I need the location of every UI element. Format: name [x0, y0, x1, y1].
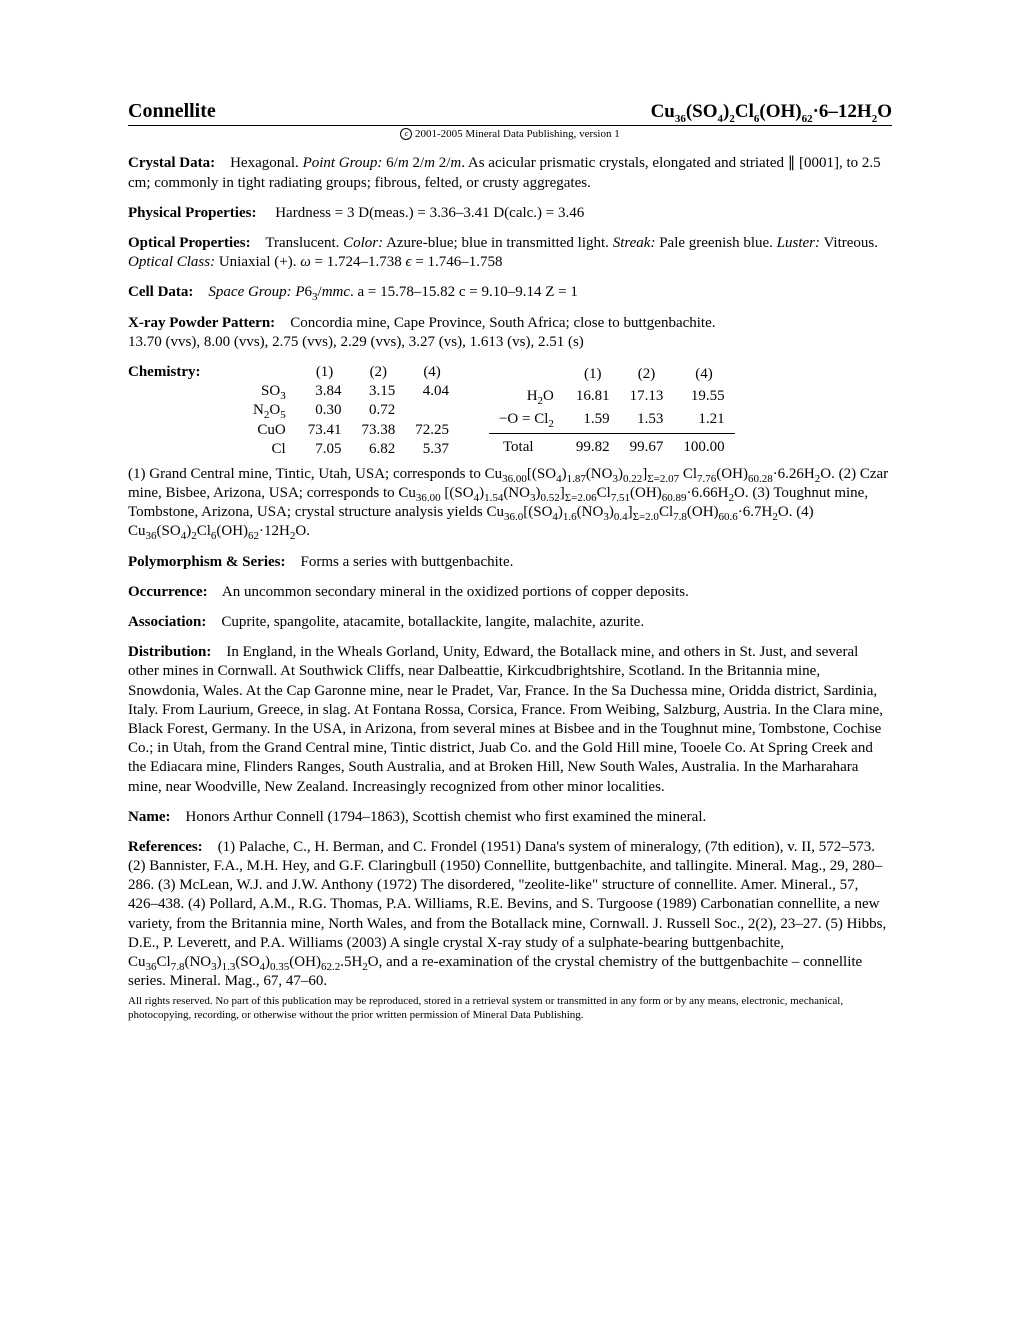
section-text: Space Group: P63/mmc. a = 15.78–15.82 c …: [208, 284, 577, 300]
section-text: Hardness = 3 D(meas.) = 3.36–3.41 D(calc…: [275, 205, 584, 221]
section-label: References:: [128, 839, 203, 855]
section-label: Occurrence:: [128, 584, 208, 600]
section-label: Distribution:: [128, 644, 211, 660]
mineral-formula: Cu36(SO4)2Cl6(OH)62·6–12H2O: [651, 101, 892, 123]
physical-properties-section: Physical Properties: Hardness = 3 D(meas…: [128, 204, 892, 223]
chemistry-tables: (1) (2) (4) SO3 3.84 3.15 4.04 N2O5 0.30…: [243, 363, 735, 459]
section-label: Chemistry:: [128, 363, 243, 382]
section-text: Cuprite, spangolite, atacamite, botallac…: [221, 614, 644, 630]
section-label: Name:: [128, 809, 170, 825]
references-section: References: (1) Palache, C., H. Berman, …: [128, 838, 892, 992]
footer-rights: All rights reserved. No part of this pub…: [128, 995, 892, 1023]
copyright-icon: c: [400, 128, 412, 140]
chemistry-table-left: (1) (2) (4) SO3 3.84 3.15 4.04 N2O5 0.30…: [243, 363, 459, 459]
table-row: Cl 7.05 6.82 5.37: [243, 440, 459, 459]
table-row: −O = Cl2 1.59 1.53 1.21: [489, 408, 735, 433]
section-label: Optical Properties:: [128, 235, 251, 251]
section-label: Crystal Data:: [128, 155, 215, 171]
section-text: An uncommon secondary mineral in the oxi…: [222, 584, 689, 600]
table-row: CuO 73.41 73.38 72.25: [243, 421, 459, 440]
mineral-datasheet: Connellite Cu36(SO4)2Cl6(OH)62·6–12H2O c…: [0, 0, 1020, 1063]
table-row: N2O5 0.30 0.72: [243, 401, 459, 420]
section-text: Forms a series with buttgenbachite.: [300, 554, 513, 570]
optical-line2: Optical Class: Uniaxial (+). ω = 1.724–1…: [128, 254, 503, 270]
chemistry-section: Chemistry: (1) (2) (4) SO3 3.84 3.15 4.0…: [128, 363, 892, 542]
xray-locality: Concordia mine, Cape Province, South Afr…: [290, 315, 715, 331]
section-text: In England, in the Wheals Gorland, Unity…: [128, 644, 883, 794]
crystal-data-section: Crystal Data: Hexagonal. Point Group: 6/…: [128, 154, 892, 192]
section-text: (1) Palache, C., H. Berman, and C. Frond…: [128, 839, 886, 989]
section-text: Honors Arthur Connell (1794–1863), Scott…: [185, 809, 706, 825]
chemistry-notes: (1) Grand Central mine, Tintic, Utah, US…: [128, 465, 892, 542]
section-label: X-ray Powder Pattern:: [128, 315, 275, 331]
table-header-row: (1) (2) (4): [243, 363, 459, 382]
optical-properties-section: Optical Properties: Translucent. Color: …: [128, 234, 892, 272]
section-label: Association:: [128, 614, 206, 630]
xray-section: X-ray Powder Pattern: Concordia mine, Ca…: [128, 314, 892, 352]
table-row: H2O 16.81 17.13 19.55: [489, 385, 735, 408]
cell-data-section: Cell Data: Space Group: P63/mmc. a = 15.…: [128, 283, 892, 302]
mineral-name: Connellite: [128, 100, 216, 123]
association-section: Association: Cuprite, spangolite, atacam…: [128, 613, 892, 632]
occurrence-section: Occurrence: An uncommon secondary minera…: [128, 583, 892, 602]
section-label: Polymorphism & Series:: [128, 554, 285, 570]
distribution-section: Distribution: In England, in the Wheals …: [128, 643, 892, 797]
copyright: c 2001-2005 Mineral Data Publishing, ver…: [128, 128, 892, 140]
section-label: Physical Properties:: [128, 205, 256, 221]
polymorphism-section: Polymorphism & Series: Forms a series wi…: [128, 553, 892, 572]
optical-line1: Translucent. Color: Azure-blue; blue in …: [265, 235, 878, 251]
section-label: Cell Data:: [128, 284, 193, 300]
table-row: SO3 3.84 3.15 4.04: [243, 382, 459, 401]
chemistry-table-right: (1) (2) (4) H2O 16.81 17.13 19.55 −O = C…: [489, 363, 735, 459]
name-section: Name: Honors Arthur Connell (1794–1863),…: [128, 808, 892, 827]
header: Connellite Cu36(SO4)2Cl6(OH)62·6–12H2O: [128, 100, 892, 126]
table-header-row: (1) (2) (4): [489, 363, 735, 386]
table-total-row: Total 99.82 99.67 100.00: [489, 433, 735, 458]
section-text: Hexagonal. Point Group: 6/m 2/m 2/m. As …: [128, 155, 881, 190]
xray-pattern: 13.70 (vvs), 8.00 (vvs), 2.75 (vvs), 2.2…: [128, 334, 584, 350]
